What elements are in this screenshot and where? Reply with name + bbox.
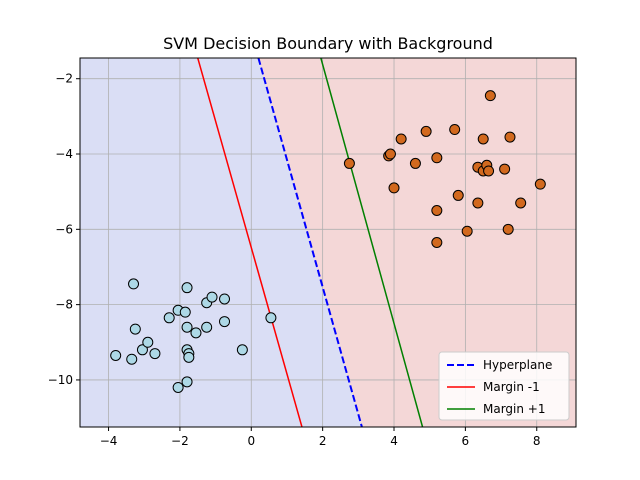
- data-point-class-1: [206, 291, 218, 303]
- data-point-class-2: [452, 189, 464, 201]
- data-point-class-1: [181, 321, 193, 333]
- data-point-class-2: [420, 125, 432, 137]
- data-point-class-2: [534, 178, 546, 190]
- legend-label-2: Margin -1: [483, 380, 540, 394]
- data-point-class-1: [219, 293, 231, 305]
- data-point-class-2: [449, 124, 461, 136]
- y-tick-label: −10: [48, 373, 73, 387]
- data-point-class-2: [477, 133, 489, 145]
- y-tick-label: −6: [55, 222, 73, 236]
- data-point-class-1: [110, 349, 122, 361]
- data-point-class-2: [461, 225, 473, 237]
- data-point-class-1: [183, 351, 195, 363]
- x-tick-label: 4: [390, 434, 398, 448]
- boundary-lines: [197, 58, 424, 427]
- x-tick-label: −2: [171, 434, 189, 448]
- boundary-line-1: [257, 58, 363, 427]
- data-point-class-1: [190, 327, 202, 339]
- axis-ticks: −4 −2 0 2 4 6 8 −10 −8 −6 −4 −2: [48, 72, 541, 448]
- data-point-class-1: [181, 282, 193, 294]
- data-point-class-1: [136, 344, 148, 356]
- data-point-class-1: [128, 278, 140, 290]
- plot-area: [80, 58, 576, 427]
- data-point-class-1: [126, 353, 138, 365]
- data-point-class-1: [236, 344, 248, 356]
- x-tick-label: 2: [319, 434, 327, 448]
- data-point-class-1: [149, 348, 161, 360]
- x-tick-label: 6: [462, 434, 470, 448]
- x-tick-label: −4: [100, 434, 118, 448]
- data-point-class-1: [129, 323, 141, 335]
- chart-title: SVM Decision Boundary with Background: [163, 34, 493, 53]
- boundary-line-3: [320, 58, 424, 427]
- x-tick-label: 8: [533, 434, 541, 448]
- decision-background: [80, 58, 576, 427]
- data-point-class-1: [163, 312, 175, 324]
- data-point-class-2: [483, 165, 495, 177]
- data-point-class-1: [265, 312, 277, 324]
- data-point-class-2: [388, 182, 400, 194]
- boundary-line-2: [197, 58, 303, 427]
- data-point-class-1: [172, 381, 184, 393]
- data-point-class-2: [431, 237, 443, 248]
- data-point-class-2: [384, 148, 396, 160]
- data-point-class-2: [484, 90, 496, 102]
- y-tick-label: −8: [55, 298, 73, 312]
- legend: Hyperplane Margin -1 Margin +1: [438, 351, 570, 421]
- data-point-class-1: [201, 321, 213, 333]
- y-tick-label: −4: [55, 147, 73, 161]
- data-point-class-2: [431, 152, 443, 164]
- y-tick-label: −2: [55, 72, 73, 86]
- plot-frame: [79, 57, 577, 428]
- data-points: [110, 90, 546, 393]
- data-point-class-2: [409, 157, 421, 169]
- data-point-class-2: [502, 223, 514, 235]
- x-tick-label: 0: [247, 434, 255, 448]
- data-point-class-2: [395, 133, 407, 145]
- data-point-class-1: [219, 316, 231, 328]
- data-point-class-2: [499, 163, 511, 175]
- background-class-a: [80, 58, 362, 427]
- legend-box: [438, 351, 570, 421]
- legend-label-3: Margin +1: [483, 402, 546, 416]
- data-point-class-2: [504, 131, 516, 143]
- data-point-class-2: [472, 197, 484, 209]
- data-point-class-2: [343, 157, 355, 169]
- legend-label-1: Hyperplane: [483, 358, 552, 372]
- data-point-class-2: [431, 204, 443, 216]
- data-point-class-1: [179, 306, 191, 318]
- data-point-class-1: [181, 376, 193, 388]
- data-point-class-1: [142, 336, 154, 348]
- data-point-class-2: [515, 197, 527, 209]
